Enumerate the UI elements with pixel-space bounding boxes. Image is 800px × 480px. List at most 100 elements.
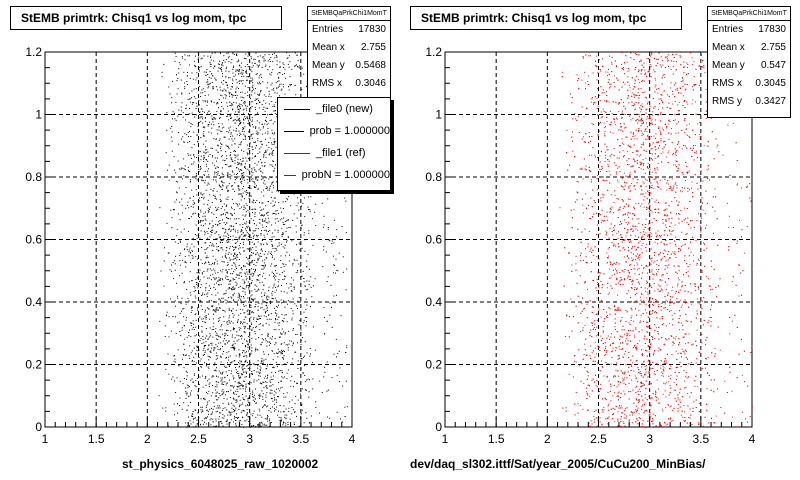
- data-point: [211, 305, 212, 307]
- data-point: [210, 59, 212, 61]
- data-point: [194, 385, 196, 387]
- data-point: [201, 116, 203, 118]
- data-point: [251, 260, 253, 262]
- data-point: [336, 375, 338, 377]
- data-point: [249, 329, 251, 331]
- data-point: [282, 208, 284, 209]
- data-point: [178, 321, 180, 323]
- data-point: [264, 265, 266, 267]
- data-point: [205, 262, 207, 264]
- data-point: [240, 96, 242, 98]
- data-point: [220, 342, 222, 344]
- data-point: [236, 254, 238, 256]
- data-point: [242, 287, 244, 289]
- data-point: [235, 281, 237, 283]
- data-point: [256, 279, 258, 280]
- data-point: [239, 388, 241, 390]
- data-point: [183, 158, 185, 160]
- data-point: [242, 129, 244, 131]
- data-point: [206, 100, 208, 102]
- data-point: [216, 282, 218, 284]
- data-point: [345, 289, 347, 291]
- data-point: [216, 157, 218, 159]
- data-point: [254, 169, 256, 171]
- data-point: [272, 153, 274, 155]
- data-point: [308, 396, 310, 398]
- data-point: [279, 61, 281, 63]
- data-point: [268, 314, 270, 316]
- data-point: [226, 186, 227, 188]
- data-point: [176, 93, 178, 95]
- data-point: [265, 312, 266, 314]
- data-point: [261, 416, 263, 418]
- data-point: [327, 227, 329, 228]
- data-point: [211, 342, 213, 344]
- data-point: [222, 73, 223, 75]
- data-point: [198, 350, 200, 352]
- data-point: [273, 170, 275, 172]
- data-point: [207, 124, 209, 126]
- data-point: [171, 150, 173, 152]
- data-point: [196, 424, 198, 426]
- data-point: [290, 380, 292, 382]
- data-point: [234, 253, 236, 255]
- data-point: [190, 423, 192, 425]
- data-point: [251, 101, 253, 102]
- data-point: [248, 211, 250, 213]
- data-point: [305, 289, 307, 291]
- data-point: [241, 230, 243, 232]
- data-point: [207, 209, 209, 211]
- data-point: [204, 242, 206, 244]
- data-point: [259, 365, 261, 367]
- data-point: [202, 411, 204, 412]
- data-point: [243, 356, 245, 358]
- data-point: [208, 168, 209, 170]
- data-point: [299, 265, 301, 267]
- data-point: [220, 68, 222, 70]
- data-point: [206, 307, 208, 309]
- data-point: [177, 243, 179, 244]
- data-point: [266, 144, 268, 146]
- data-point: [236, 399, 238, 401]
- data-point: [253, 312, 255, 314]
- data-point: [190, 392, 191, 394]
- data-point: [206, 295, 208, 297]
- data-point: [323, 246, 325, 248]
- data-point: [203, 423, 204, 425]
- data-point: [275, 270, 276, 272]
- data-point: [262, 178, 264, 180]
- data-point: [268, 290, 270, 292]
- data-point: [255, 224, 257, 226]
- data-point: [223, 321, 225, 323]
- data-point: [249, 229, 251, 231]
- data-point: [252, 363, 254, 365]
- data-point: [238, 382, 240, 384]
- data-point: [261, 143, 263, 145]
- data-point: [278, 77, 280, 79]
- data-point: [238, 120, 240, 122]
- data-point: [247, 55, 249, 57]
- data-point: [198, 357, 200, 358]
- data-point: [229, 397, 231, 399]
- data-point: [285, 201, 287, 202]
- data-point: [233, 173, 235, 175]
- data-point: [207, 257, 209, 259]
- data-point: [263, 94, 265, 96]
- data-point: [314, 349, 316, 351]
- data-point: [301, 403, 303, 405]
- data-point: [228, 119, 230, 121]
- data-point: [214, 279, 216, 281]
- data-point: [246, 323, 248, 325]
- data-point: [289, 418, 291, 420]
- data-point: [270, 300, 271, 302]
- data-point: [224, 343, 226, 345]
- data-point: [253, 200, 255, 202]
- data-point: [166, 222, 168, 224]
- data-point: [300, 329, 302, 331]
- data-point: [251, 323, 252, 325]
- data-point: [274, 92, 276, 94]
- data-point: [194, 335, 196, 337]
- data-point: [254, 208, 256, 210]
- data-point: [304, 365, 306, 367]
- data-point: [244, 101, 245, 103]
